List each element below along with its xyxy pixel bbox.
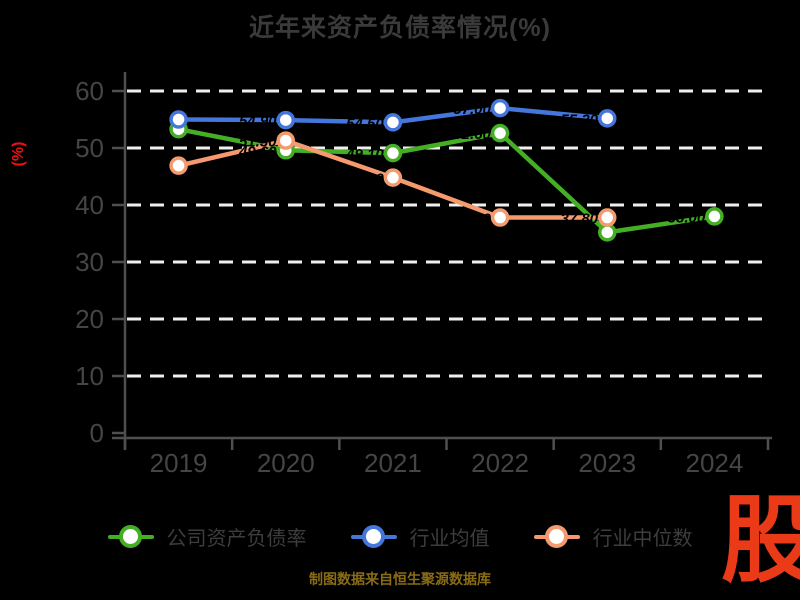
- y-tick-label: 30: [75, 247, 104, 277]
- legend-line-marker-icon: [107, 524, 154, 550]
- y-tick-label: 40: [75, 190, 104, 220]
- point-label: 51.30: [239, 134, 277, 151]
- point-label: 37.80: [560, 211, 598, 228]
- legend-item-label: 行业均值: [409, 528, 490, 550]
- data-point-marker: [598, 208, 617, 227]
- point-label: 35.20: [560, 225, 598, 242]
- point-label: 44.80: [345, 171, 384, 188]
- chart-title: 近年来资产负债率情况(%): [249, 14, 551, 42]
- point-label: 55.20: [560, 111, 598, 128]
- x-tick-label: 2022: [471, 448, 529, 478]
- data-point-marker: [490, 98, 510, 118]
- data-point-marker: [598, 223, 617, 242]
- legend-item-company-ratio[interactable]: 公司资产负债率: [107, 522, 307, 551]
- legend-item-industry-median[interactable]: 行业中位数: [533, 522, 693, 551]
- point-label: 38.00: [668, 209, 706, 226]
- data-point-marker: [490, 123, 510, 143]
- data-point-marker: [705, 207, 724, 226]
- y-tick-label: 50: [75, 133, 104, 163]
- point-label: 54.50: [346, 115, 384, 132]
- x-tick-label: 2024: [685, 448, 743, 478]
- legend-line-marker-icon: [533, 524, 580, 550]
- legend: 公司资产负债率 行业均值 行业中位数: [0, 522, 800, 551]
- point-label: 49.10: [345, 146, 384, 163]
- data-point-marker: [598, 109, 617, 128]
- y-tick-label: 20: [75, 304, 104, 334]
- legend-item-label: 公司资产负债率: [166, 528, 307, 550]
- point-label: 49.60: [238, 143, 277, 160]
- x-tick-label: 2021: [364, 448, 422, 478]
- x-tick-label: 2023: [578, 448, 636, 478]
- y-tick-label: 10: [75, 361, 104, 391]
- point-label: 54.90: [239, 113, 277, 130]
- legend-item-label: 行业中位数: [592, 528, 693, 550]
- point-label: 46.90: [131, 159, 170, 176]
- x-tick-label: 2019: [150, 448, 208, 478]
- y-tick-label: 60: [75, 76, 104, 106]
- point-label: 57.00: [453, 101, 491, 118]
- plot-area: 0 10 20 30 40 50 60 2019 2020 2021 2022 2023 2024 53.…: [75, 72, 772, 478]
- legend-item-industry-mean[interactable]: 行业均值: [350, 522, 490, 551]
- y-tick-label: 0: [90, 418, 104, 448]
- point-label: 53.30: [132, 122, 170, 139]
- point-label: 37.80: [453, 211, 491, 228]
- data-point-marker: [383, 113, 403, 132]
- data-point-marker: [276, 131, 295, 150]
- data-point-marker: [169, 156, 188, 175]
- data-point-marker: [383, 143, 403, 163]
- data-point-marker: [490, 208, 510, 227]
- data-point-marker: [383, 168, 403, 187]
- point-label: 55.00: [132, 113, 170, 130]
- point-label: 52.60: [453, 126, 491, 143]
- legend-line-marker-icon: [350, 524, 397, 550]
- data-source-caption: 制图数据来自恒生聚源数据库: [309, 571, 491, 587]
- brand-logo: 股: [720, 488, 800, 594]
- data-point-marker: [276, 110, 295, 130]
- data-point-marker: [169, 110, 188, 129]
- x-tick-label: 2020: [257, 448, 315, 478]
